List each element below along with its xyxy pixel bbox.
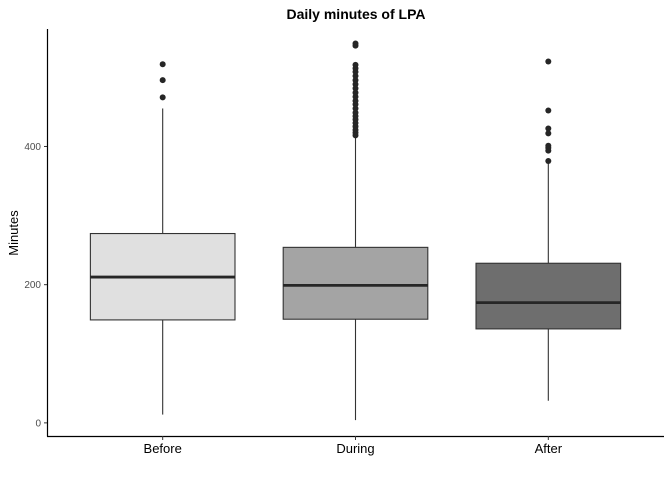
outlier-point — [352, 40, 359, 47]
outlier-point — [352, 89, 359, 96]
y-tick-label: 0 — [35, 418, 41, 429]
outlier-point — [159, 77, 166, 84]
box-after — [475, 262, 622, 330]
outlier-point — [352, 81, 359, 88]
outlier-point — [159, 94, 166, 101]
box-during — [282, 246, 429, 320]
outlier-point — [352, 77, 359, 84]
plot-area — [89, 40, 622, 421]
outlier-point — [545, 107, 552, 114]
outlier-point — [352, 61, 359, 68]
outlier-point — [159, 61, 166, 68]
outlier-point — [545, 58, 552, 65]
x-tick-label: After — [535, 441, 563, 456]
outlier-point — [545, 142, 552, 149]
outlier-point — [352, 97, 359, 104]
outlier-point — [352, 72, 359, 79]
outlier-point — [545, 125, 552, 132]
outlier-point — [352, 85, 359, 92]
y-axis-label: Minutes — [6, 210, 21, 256]
x-tick-label: During — [336, 441, 374, 456]
outlier-point — [545, 130, 552, 137]
y-tick-label: 400 — [24, 142, 41, 153]
y-tick-label: 200 — [24, 280, 41, 291]
x-tick-label: Before — [144, 441, 182, 456]
outlier-point — [352, 93, 359, 100]
chart-title: Daily minutes of LPA — [287, 6, 426, 22]
outlier-point — [352, 105, 359, 112]
outlier-point — [545, 157, 552, 164]
outlier-point — [352, 109, 359, 116]
